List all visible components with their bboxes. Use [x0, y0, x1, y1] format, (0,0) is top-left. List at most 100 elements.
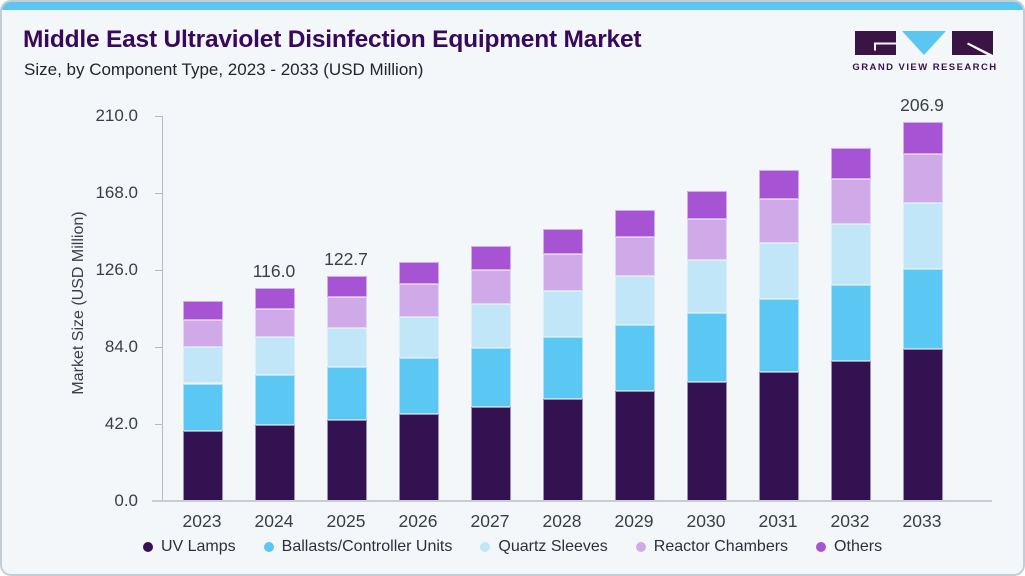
bar-segment-others-2027[interactable] — [471, 246, 511, 270]
legend-label: UV Lamps — [160, 538, 236, 555]
page-title: Middle East Ultraviolet Disinfection Equ… — [23, 26, 642, 53]
bar-segment-ballasts-controller-units-2028[interactable] — [543, 337, 583, 400]
x-tick-label-2024: 2024 — [254, 511, 294, 531]
bar-segment-quartz-sleeves-2031[interactable] — [759, 243, 799, 300]
bar-segment-ballasts-controller-units-2030[interactable] — [687, 313, 727, 383]
bar-2033[interactable] — [903, 121, 943, 501]
bar-2023[interactable] — [183, 301, 223, 501]
bar-segment-others-2030[interactable] — [687, 190, 727, 219]
bar-2026[interactable] — [399, 261, 439, 501]
bar-segment-uv-lamps-2025[interactable] — [327, 419, 367, 501]
bar-segment-quartz-sleeves-2026[interactable] — [399, 316, 439, 359]
bar-2030[interactable] — [687, 190, 727, 501]
legend-dot-icon — [480, 542, 491, 552]
bar-segment-quartz-sleeves-2027[interactable] — [471, 304, 511, 349]
x-tick-label-2025: 2025 — [326, 511, 366, 531]
page-subtitle: Size, by Component Type, 2023 - 2033 (US… — [24, 60, 424, 79]
bar-segment-uv-lamps-2033[interactable] — [903, 349, 943, 501]
bar-segment-uv-lamps-2023[interactable] — [183, 430, 223, 501]
bar-segment-reactor-chambers-2031[interactable] — [759, 199, 799, 244]
bar-segment-uv-lamps-2029[interactable] — [615, 391, 655, 501]
legend-label: Reactor Chambers — [653, 538, 789, 555]
bar-segment-others-2024[interactable] — [255, 288, 295, 309]
bar-2025[interactable] — [327, 276, 367, 501]
bar-segment-ballasts-controller-units-2027[interactable] — [471, 348, 511, 407]
bar-segment-others-2031[interactable] — [759, 169, 799, 200]
bar-value-label-2024: 116.0 — [252, 261, 296, 282]
x-tick-label-2026: 2026 — [398, 511, 438, 531]
bar-segment-uv-lamps-2030[interactable] — [687, 382, 727, 501]
bar-segment-reactor-chambers-2033[interactable] — [903, 153, 943, 203]
bar-segment-others-2025[interactable] — [327, 276, 367, 298]
bar-segment-others-2029[interactable] — [615, 210, 655, 237]
bar-segment-others-2033[interactable] — [903, 121, 943, 154]
bar-segment-reactor-chambers-2029[interactable] — [615, 236, 655, 277]
x-tick-label-2032: 2032 — [830, 511, 870, 531]
y-tick-mark — [155, 424, 162, 425]
bar-segment-reactor-chambers-2030[interactable] — [687, 218, 727, 261]
legend-item-quartz-sleeves[interactable]: Quartz Sleeves — [480, 538, 608, 556]
bar-segment-ballasts-controller-units-2033[interactable] — [903, 268, 943, 350]
bar-segment-reactor-chambers-2023[interactable] — [183, 320, 223, 348]
bar-segment-reactor-chambers-2032[interactable] — [831, 178, 871, 225]
bar-segment-quartz-sleeves-2032[interactable] — [831, 224, 871, 285]
bar-segment-others-2032[interactable] — [831, 147, 871, 179]
bar-segment-quartz-sleeves-2029[interactable] — [615, 276, 655, 326]
x-tick-label-2028: 2028 — [542, 511, 582, 531]
y-tick-label-126.0: 126.0 — [95, 260, 138, 279]
y-tick-label-42.0: 42.0 — [104, 414, 138, 433]
y-tick-label-168.0: 168.0 — [95, 183, 138, 202]
bar-segment-quartz-sleeves-2030[interactable] — [687, 260, 727, 314]
x-tick-label-2029: 2029 — [614, 511, 654, 531]
x-tick-label-2023: 2023 — [182, 511, 222, 531]
bar-segment-reactor-chambers-2025[interactable] — [327, 297, 367, 328]
bar-segment-quartz-sleeves-2024[interactable] — [255, 337, 295, 376]
bar-segment-uv-lamps-2027[interactable] — [471, 406, 511, 501]
top-accent-bar — [2, 2, 1023, 10]
bar-segment-uv-lamps-2026[interactable] — [399, 413, 439, 501]
bar-segment-ballasts-controller-units-2031[interactable] — [759, 299, 799, 372]
bar-2031[interactable] — [759, 169, 799, 501]
bar-segment-others-2023[interactable] — [183, 301, 223, 321]
bar-segment-uv-lamps-2031[interactable] — [759, 371, 799, 501]
bar-segment-reactor-chambers-2028[interactable] — [543, 253, 583, 291]
bar-segment-uv-lamps-2028[interactable] — [543, 399, 583, 501]
bar-segment-ballasts-controller-units-2023[interactable] — [183, 383, 223, 431]
legend-item-others[interactable]: Others — [816, 538, 882, 556]
bar-segment-others-2026[interactable] — [399, 261, 439, 285]
bar-segment-others-2028[interactable] — [543, 228, 583, 254]
bar-segment-quartz-sleeves-2028[interactable] — [543, 290, 583, 338]
legend-label: Quartz Sleeves — [498, 538, 608, 555]
legend-item-uv-lamps[interactable]: UV Lamps — [142, 538, 236, 556]
bar-segment-ballasts-controller-units-2029[interactable] — [615, 325, 655, 391]
y-tick-mark — [155, 347, 162, 348]
bar-segment-ballasts-controller-units-2026[interactable] — [399, 358, 439, 414]
bar-segment-quartz-sleeves-2025[interactable] — [327, 327, 367, 368]
bar-segment-quartz-sleeves-2033[interactable] — [903, 202, 943, 269]
x-tick-label-2031: 2031 — [758, 511, 798, 531]
bar-segment-ballasts-controller-units-2024[interactable] — [255, 375, 295, 426]
bar-2032[interactable] — [831, 147, 871, 501]
bar-2029[interactable] — [615, 210, 655, 501]
legend-label: Ballasts/Controller Units — [281, 538, 453, 555]
bar-2024[interactable] — [255, 288, 295, 501]
gvr-logo-icon — [854, 31, 993, 57]
bar-2027[interactable] — [471, 246, 511, 501]
y-tick-mark — [155, 270, 162, 271]
bar-segment-uv-lamps-2024[interactable] — [255, 425, 295, 501]
bar-segment-uv-lamps-2032[interactable] — [831, 361, 871, 501]
bar-segment-reactor-chambers-2027[interactable] — [471, 269, 511, 305]
legend-item-ballasts-controller-units[interactable]: Ballasts/Controller Units — [263, 538, 453, 556]
bar-2028[interactable] — [543, 228, 583, 501]
y-tick-mark — [155, 116, 162, 117]
legend-item-reactor-chambers[interactable]: Reactor Chambers — [635, 538, 789, 556]
bar-segment-quartz-sleeves-2023[interactable] — [183, 347, 223, 384]
bar-segment-ballasts-controller-units-2032[interactable] — [831, 284, 871, 362]
bar-value-label-2033: 206.9 — [900, 94, 944, 115]
y-tick-label-0.0: 0.0 — [114, 491, 138, 510]
x-tick-label-2033: 2033 — [902, 511, 942, 531]
bar-segment-reactor-chambers-2026[interactable] — [399, 284, 439, 317]
bar-segment-reactor-chambers-2024[interactable] — [255, 308, 295, 338]
chart-legend: UV Lamps Ballasts/Controller Units Quartz … — [2, 538, 1023, 556]
bar-segment-ballasts-controller-units-2025[interactable] — [327, 367, 367, 420]
